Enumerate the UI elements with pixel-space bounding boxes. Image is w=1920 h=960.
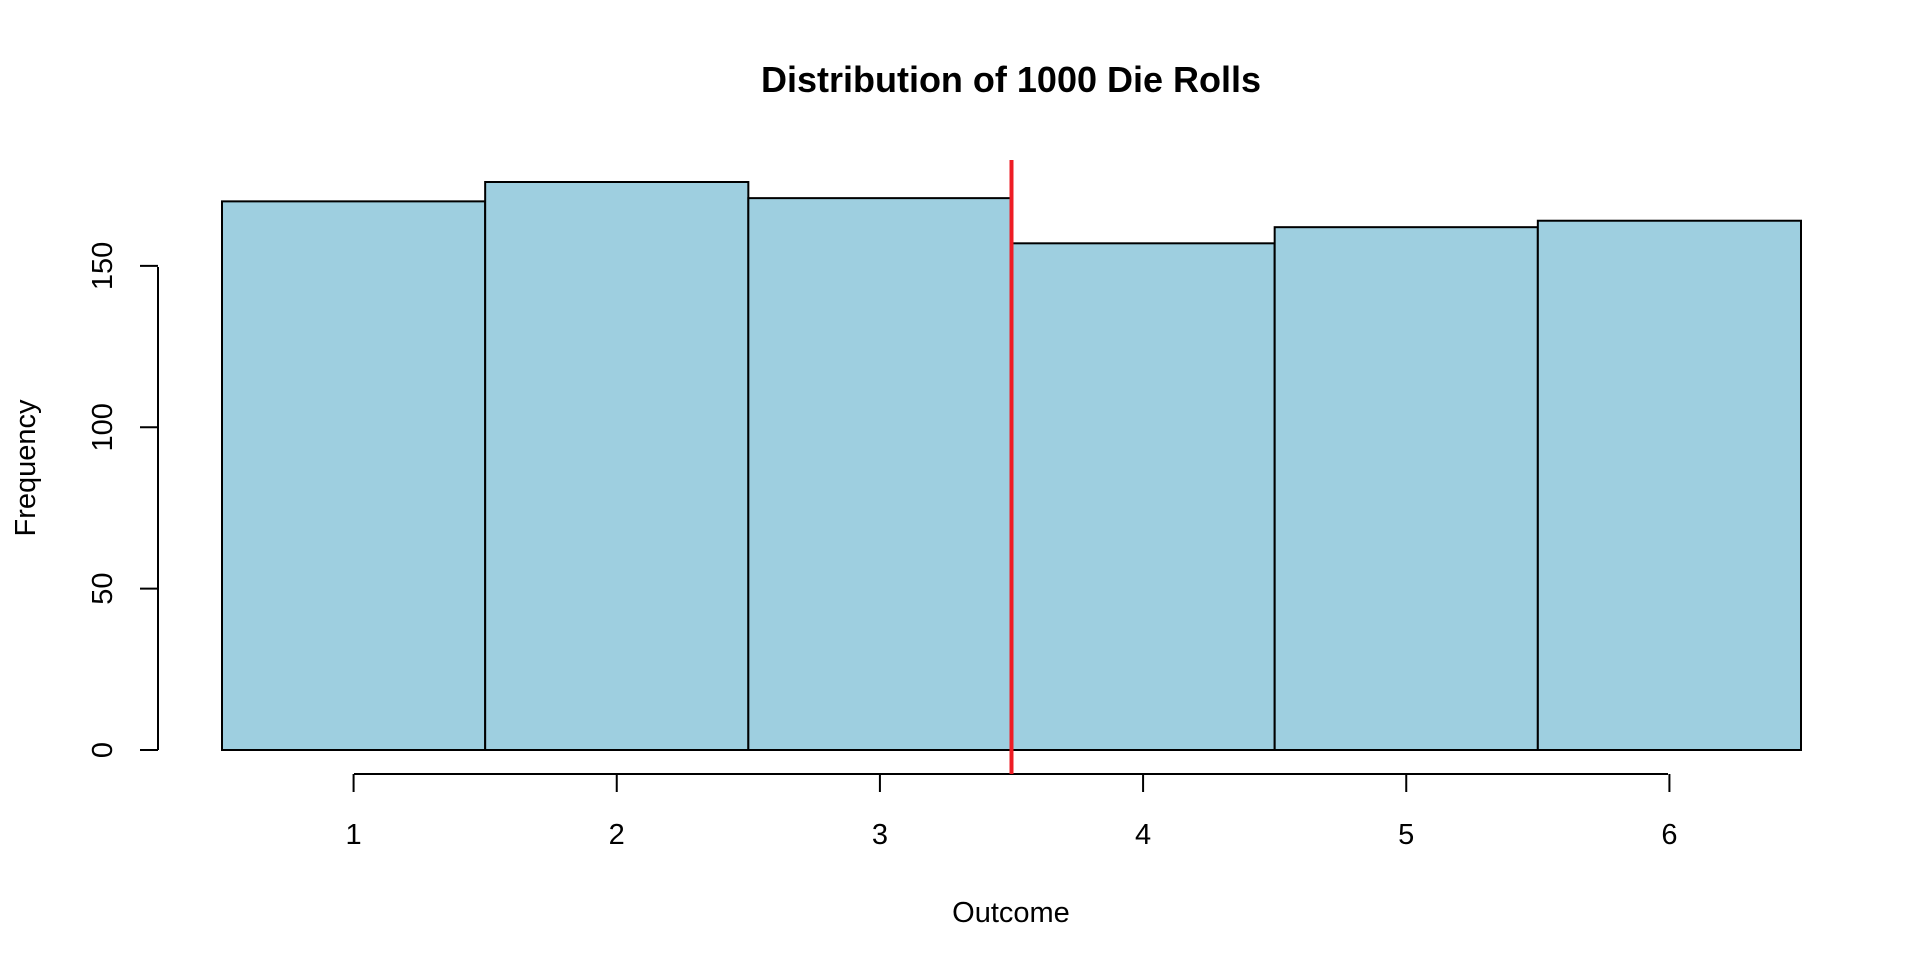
x-tick-label-6: 6 — [1661, 819, 1677, 851]
bars — [221, 181, 1803, 752]
y-tick-label-50: 50 — [87, 573, 119, 605]
x-tick-label-5: 5 — [1398, 819, 1414, 851]
x-tick-label-2: 2 — [609, 819, 625, 851]
x-axis-label: Outcome — [952, 897, 1070, 929]
y-tick-label-150: 150 — [87, 242, 119, 290]
chart-title: Distribution of 1000 Die Rolls — [761, 59, 1261, 100]
bar-4 — [1010, 242, 1276, 751]
y-ticks: 0 50 100 150 — [87, 242, 158, 758]
x-ticks: 1 2 3 4 5 6 — [346, 774, 1677, 851]
bar-3 — [747, 197, 1013, 752]
y-tick-label-100: 100 — [87, 403, 119, 451]
bar-1 — [221, 200, 487, 751]
y-axis-label: Frequency — [10, 399, 42, 537]
x-tick-label-1: 1 — [346, 819, 362, 851]
bar-2 — [484, 181, 750, 751]
bar-6 — [1536, 219, 1803, 751]
x-tick-label-4: 4 — [1135, 819, 1151, 851]
y-tick-label-0: 0 — [87, 742, 119, 758]
x-tick-label-3: 3 — [872, 819, 888, 851]
bar-5 — [1273, 226, 1539, 751]
